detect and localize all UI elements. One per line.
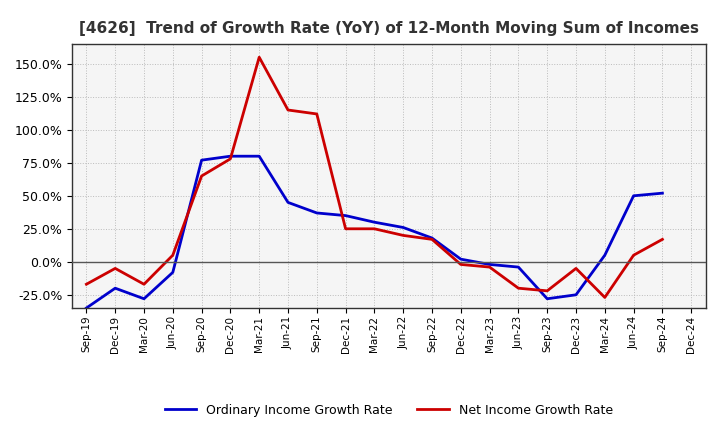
Net Income Growth Rate [255,55,264,60]
Net Income Growth Rate [284,107,292,113]
Net Income Growth Rate [543,288,552,293]
Ordinary Income Growth Rate [255,154,264,159]
Ordinary Income Growth Rate [572,292,580,297]
Ordinary Income Growth Rate [284,200,292,205]
Ordinary Income Growth Rate [543,296,552,301]
Net Income Growth Rate [140,282,148,287]
Ordinary Income Growth Rate [82,305,91,311]
Net Income Growth Rate [428,237,436,242]
Net Income Growth Rate [111,266,120,271]
Title: [4626]  Trend of Growth Rate (YoY) of 12-Month Moving Sum of Incomes: [4626] Trend of Growth Rate (YoY) of 12-… [78,21,699,36]
Net Income Growth Rate [82,282,91,287]
Net Income Growth Rate [572,266,580,271]
Ordinary Income Growth Rate [370,220,379,225]
Net Income Growth Rate [226,156,235,161]
Legend: Ordinary Income Growth Rate, Net Income Growth Rate: Ordinary Income Growth Rate, Net Income … [160,399,618,422]
Net Income Growth Rate [370,226,379,231]
Net Income Growth Rate [341,226,350,231]
Ordinary Income Growth Rate [428,235,436,241]
Ordinary Income Growth Rate [312,210,321,216]
Ordinary Income Growth Rate [226,154,235,159]
Net Income Growth Rate [197,173,206,179]
Ordinary Income Growth Rate [600,253,609,258]
Line: Net Income Growth Rate: Net Income Growth Rate [86,57,662,297]
Net Income Growth Rate [658,237,667,242]
Net Income Growth Rate [399,233,408,238]
Ordinary Income Growth Rate [456,257,465,262]
Net Income Growth Rate [629,253,638,258]
Ordinary Income Growth Rate [341,213,350,218]
Net Income Growth Rate [600,295,609,300]
Ordinary Income Growth Rate [514,264,523,270]
Net Income Growth Rate [456,262,465,267]
Ordinary Income Growth Rate [168,270,177,275]
Net Income Growth Rate [168,253,177,258]
Net Income Growth Rate [312,111,321,117]
Ordinary Income Growth Rate [140,296,148,301]
Ordinary Income Growth Rate [658,191,667,196]
Net Income Growth Rate [485,264,494,270]
Ordinary Income Growth Rate [111,286,120,291]
Ordinary Income Growth Rate [197,158,206,163]
Line: Ordinary Income Growth Rate: Ordinary Income Growth Rate [86,156,662,308]
Ordinary Income Growth Rate [485,262,494,267]
Net Income Growth Rate [514,286,523,291]
Ordinary Income Growth Rate [399,225,408,230]
Ordinary Income Growth Rate [629,193,638,198]
